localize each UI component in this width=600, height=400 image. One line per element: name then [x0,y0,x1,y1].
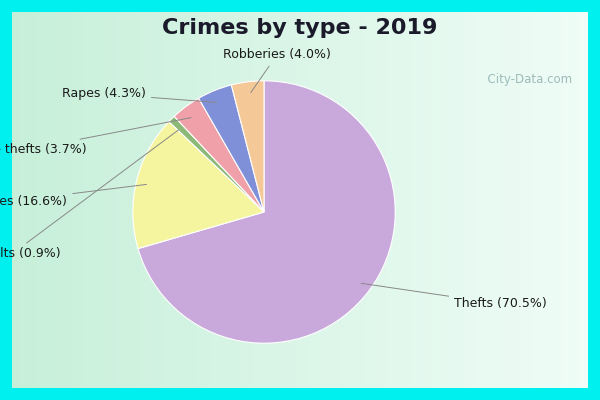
Text: Assaults (0.9%): Assaults (0.9%) [0,130,179,260]
Text: Crimes by type - 2019: Crimes by type - 2019 [163,18,437,38]
Wedge shape [133,122,264,249]
Text: City-Data.com: City-Data.com [480,74,572,86]
Text: Robberies (4.0%): Robberies (4.0%) [223,48,331,92]
Text: Rapes (4.3%): Rapes (4.3%) [62,88,217,102]
Wedge shape [232,81,264,212]
Wedge shape [169,116,264,212]
Text: Auto thefts (3.7%): Auto thefts (3.7%) [0,118,191,156]
Text: Thefts (70.5%): Thefts (70.5%) [361,283,547,310]
Wedge shape [138,81,395,343]
Wedge shape [199,85,264,212]
Text: Burglaries (16.6%): Burglaries (16.6%) [0,184,146,208]
Wedge shape [174,98,264,212]
